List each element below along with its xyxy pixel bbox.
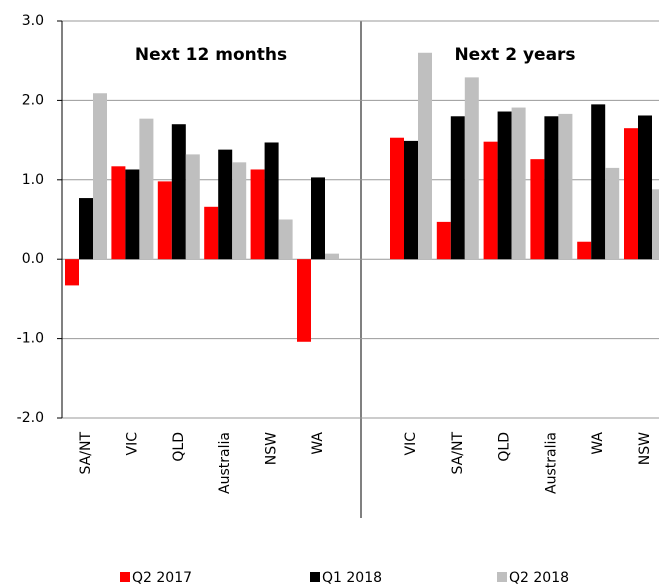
- bar: [511, 107, 526, 260]
- x-tick-label: NSW: [637, 432, 653, 465]
- x-tick-label: NSW: [264, 432, 280, 465]
- y-tick-label: 3.0: [22, 13, 44, 29]
- bar: [125, 169, 140, 260]
- x-tick-label: VIC: [403, 432, 419, 456]
- bar: [278, 219, 293, 260]
- bar: [436, 221, 451, 260]
- bar: [652, 189, 659, 260]
- bar: [577, 241, 592, 260]
- bar: [157, 181, 172, 260]
- y-tick-label: -1.0: [17, 331, 44, 347]
- bar: [450, 116, 465, 260]
- bar: [218, 149, 233, 260]
- bar: [464, 77, 479, 260]
- bar: [79, 198, 93, 260]
- x-tick-label: Australia: [543, 432, 559, 494]
- legend-swatch: [310, 572, 320, 582]
- bar: [297, 259, 311, 342]
- x-tick-label: SA/NT: [78, 432, 94, 475]
- bar: [605, 167, 620, 260]
- bar: [65, 259, 79, 286]
- bar: [624, 128, 638, 260]
- x-tick-label: VIC: [124, 432, 140, 456]
- bar: [558, 113, 573, 260]
- y-tick-label: 0.0: [22, 251, 44, 267]
- y-tick-label: -2.0: [17, 410, 44, 426]
- bar: [204, 206, 219, 260]
- x-tick-label: Australia: [217, 432, 233, 494]
- bar: [390, 137, 404, 260]
- bar: [418, 52, 432, 260]
- y-tick-label: 1.0: [22, 172, 44, 188]
- bar: [232, 162, 247, 260]
- bar: [311, 177, 325, 260]
- bar: [483, 141, 498, 260]
- bar: [638, 115, 652, 260]
- bar: [530, 159, 545, 260]
- y-tick-label: 2.0: [22, 92, 44, 108]
- legend-label: Q2 2017: [132, 570, 192, 586]
- bar: [591, 104, 606, 260]
- x-tick-label: QLD: [497, 432, 513, 462]
- bar: [139, 118, 154, 260]
- legend-label: Q1 2018: [322, 570, 382, 586]
- bar: [264, 142, 279, 260]
- x-tick-label: WA: [590, 432, 606, 455]
- bar: [497, 111, 512, 260]
- bar: [404, 140, 418, 260]
- x-tick-label: QLD: [171, 432, 187, 462]
- bar: [171, 124, 186, 260]
- bar: [93, 93, 107, 260]
- panel-title: Next 12 months: [135, 45, 287, 65]
- legend-label: Q2 2018: [509, 570, 569, 586]
- bar: [111, 166, 126, 260]
- bar: [544, 116, 559, 260]
- bar: [185, 154, 200, 260]
- panel-title: Next 2 years: [454, 45, 575, 65]
- x-tick-label: SA/NT: [450, 432, 466, 475]
- legend-swatch: [497, 572, 507, 582]
- bar: [250, 169, 265, 260]
- x-tick-label: WA: [310, 432, 326, 455]
- bar: [325, 253, 339, 260]
- legend-swatch: [120, 572, 130, 582]
